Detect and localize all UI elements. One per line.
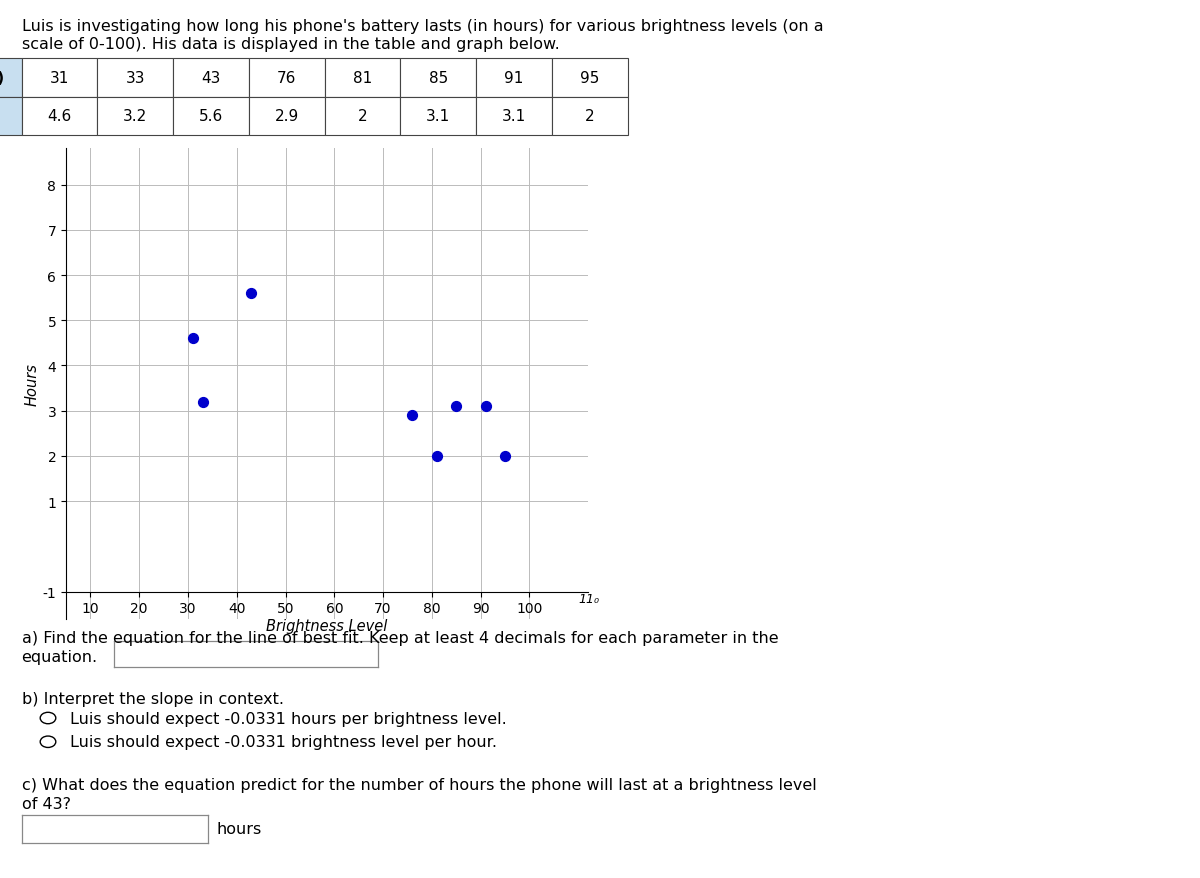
Text: Luis should expect -0.0331 brightness level per hour.: Luis should expect -0.0331 brightness le… (70, 734, 497, 750)
Point (184, 332, 203, 346)
Point (476, 399, 496, 414)
Text: scale of 0-100). His data is displayed in the table and graph below.: scale of 0-100). His data is displayed i… (22, 37, 559, 52)
Point (403, 409, 422, 423)
X-axis label: Brightness Level: Brightness Level (266, 618, 388, 633)
Text: Luis is investigating how long his phone's battery lasts (in hours) for various : Luis is investigating how long his phone… (22, 19, 823, 34)
Point (496, 450, 515, 464)
Text: b) Interpret the slope in context.: b) Interpret the slope in context. (22, 691, 283, 706)
Point (241, 287, 260, 301)
Text: hours: hours (216, 821, 262, 837)
Point (446, 399, 466, 414)
Text: c) What does the equation predict for the number of hours the phone will last at: c) What does the equation predict for th… (22, 777, 816, 792)
Point (427, 450, 446, 464)
Y-axis label: Hours: Hours (25, 363, 40, 406)
Text: Luis should expect -0.0331 hours per brightness level.: Luis should expect -0.0331 hours per bri… (70, 710, 506, 726)
Point (193, 395, 212, 409)
Text: of 43?: of 43? (22, 796, 71, 811)
Text: equation.: equation. (22, 650, 97, 665)
Text: a) Find the equation for the line of best fit. Keep at least 4 decimals for each: a) Find the equation for the line of bes… (22, 630, 779, 645)
Text: 11₀: 11₀ (578, 592, 599, 605)
